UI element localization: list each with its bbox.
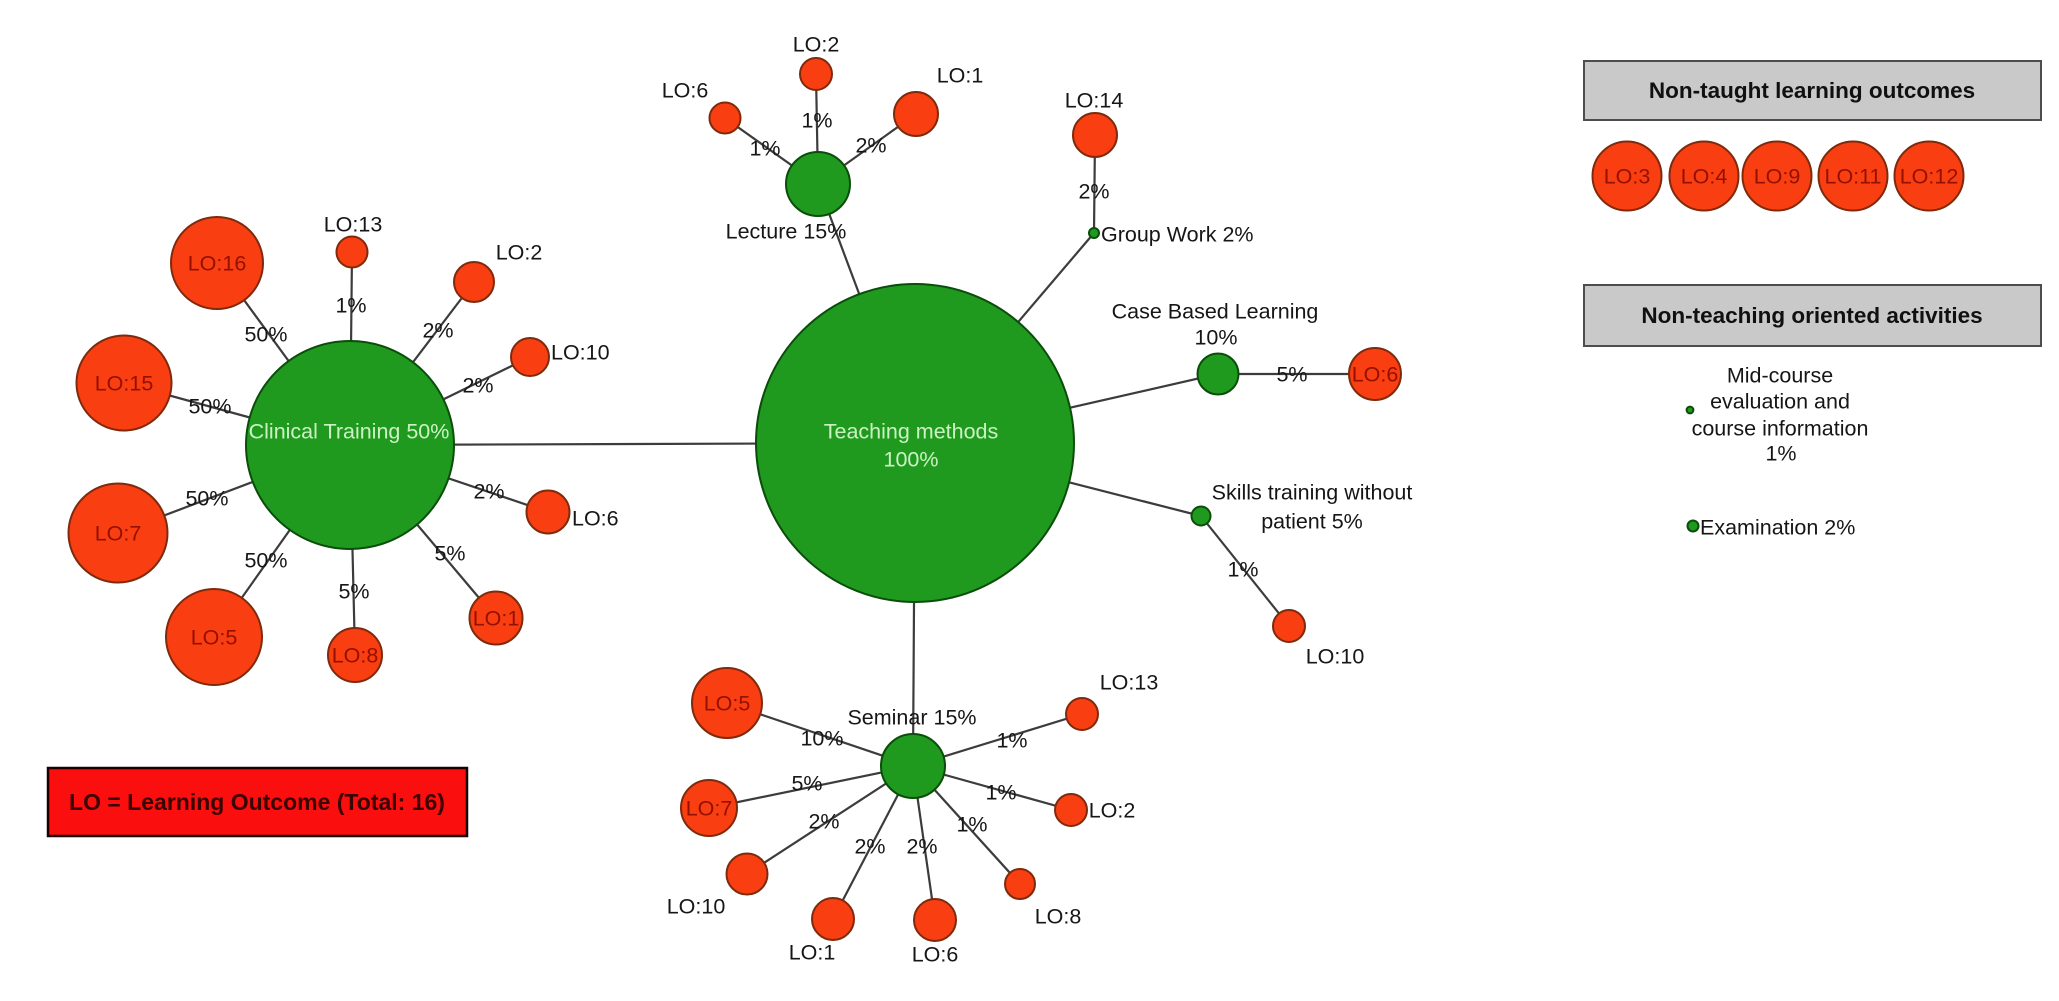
svg-text:Lecture 15%: Lecture 15% [726, 220, 847, 244]
svg-text:LO:1: LO:1 [789, 941, 836, 965]
svg-text:2%: 2% [473, 480, 504, 504]
svg-text:1%: 1% [335, 294, 366, 318]
svg-text:LO:4: LO:4 [1681, 165, 1728, 189]
svg-text:2%: 2% [808, 810, 839, 834]
svg-text:50%: 50% [244, 323, 287, 347]
svg-text:LO:8: LO:8 [332, 644, 379, 668]
svg-text:LO:3: LO:3 [1604, 165, 1651, 189]
svg-text:LO:10: LO:10 [551, 341, 610, 365]
svg-text:Examination 2%: Examination 2% [1700, 516, 1855, 540]
svg-text:LO:10: LO:10 [1306, 645, 1365, 669]
svg-text:LO:6: LO:6 [912, 943, 959, 967]
svg-text:5%: 5% [791, 772, 822, 796]
svg-text:100%: 100% [884, 448, 939, 472]
svg-text:2%: 2% [422, 319, 453, 343]
svg-text:Skills training without: Skills training without [1212, 481, 1413, 505]
svg-text:LO:2: LO:2 [1089, 799, 1136, 823]
svg-text:LO:8: LO:8 [1035, 905, 1082, 929]
svg-text:LO:6: LO:6 [662, 79, 709, 103]
svg-text:evaluation and: evaluation and [1710, 390, 1850, 414]
svg-text:LO:7: LO:7 [686, 797, 733, 821]
svg-text:Seminar 15%: Seminar 15% [847, 706, 976, 730]
svg-text:2%: 2% [854, 835, 885, 859]
svg-text:LO:6: LO:6 [1352, 363, 1399, 387]
svg-text:LO:11: LO:11 [1825, 165, 1882, 189]
svg-text:LO:2: LO:2 [496, 241, 543, 265]
svg-text:5%: 5% [338, 580, 369, 604]
svg-text:Non-taught learning outcomes: Non-taught learning outcomes [1649, 78, 1975, 103]
svg-text:1%: 1% [801, 109, 832, 133]
svg-text:Teaching methods: Teaching methods [824, 420, 999, 444]
svg-text:LO:2: LO:2 [793, 33, 840, 57]
svg-text:2%: 2% [1078, 180, 1109, 204]
svg-text:2%: 2% [462, 374, 493, 398]
svg-text:LO:14: LO:14 [1065, 89, 1124, 113]
svg-text:1%: 1% [996, 729, 1027, 753]
svg-text:2%: 2% [855, 134, 886, 158]
svg-text:patient 5%: patient 5% [1261, 510, 1363, 534]
svg-text:LO:15: LO:15 [95, 372, 154, 396]
svg-text:LO:5: LO:5 [191, 626, 238, 650]
svg-text:LO:13: LO:13 [1100, 671, 1159, 695]
svg-text:50%: 50% [188, 395, 231, 419]
svg-text:10%: 10% [1194, 326, 1237, 350]
svg-text:50%: 50% [185, 487, 228, 511]
svg-text:LO:7: LO:7 [95, 522, 142, 546]
svg-text:LO:9: LO:9 [1754, 165, 1801, 189]
svg-text:1%: 1% [749, 137, 780, 161]
svg-text:Group Work 2%: Group Work 2% [1101, 223, 1254, 247]
svg-text:Clinical Training 50%: Clinical Training 50% [249, 420, 450, 444]
svg-text:LO:1: LO:1 [937, 64, 984, 88]
svg-text:2%: 2% [906, 835, 937, 859]
svg-text:1%: 1% [956, 813, 987, 837]
svg-text:LO:16: LO:16 [188, 252, 247, 276]
svg-text:course information: course information [1692, 417, 1869, 441]
svg-text:LO:13: LO:13 [324, 213, 383, 237]
svg-text:5%: 5% [1276, 363, 1307, 387]
svg-text:50%: 50% [244, 549, 287, 573]
svg-text:5%: 5% [434, 542, 465, 566]
svg-text:Non-teaching oriented activiti: Non-teaching oriented activities [1641, 303, 1982, 328]
svg-text:LO:10: LO:10 [667, 895, 726, 919]
svg-text:LO = Learning Outcome (Total:: LO = Learning Outcome (Total: 16) [69, 789, 445, 815]
svg-text:LO:12: LO:12 [1900, 165, 1959, 189]
svg-text:1%: 1% [1227, 558, 1258, 582]
svg-text:Case Based Learning: Case Based Learning [1112, 300, 1319, 324]
svg-text:LO:5: LO:5 [704, 692, 751, 716]
svg-text:Mid-course: Mid-course [1727, 364, 1833, 388]
svg-text:LO:6: LO:6 [572, 507, 619, 531]
svg-text:LO:1: LO:1 [473, 607, 520, 631]
svg-text:1%: 1% [985, 781, 1016, 805]
svg-text:1%: 1% [1765, 442, 1796, 466]
svg-text:10%: 10% [800, 727, 843, 751]
